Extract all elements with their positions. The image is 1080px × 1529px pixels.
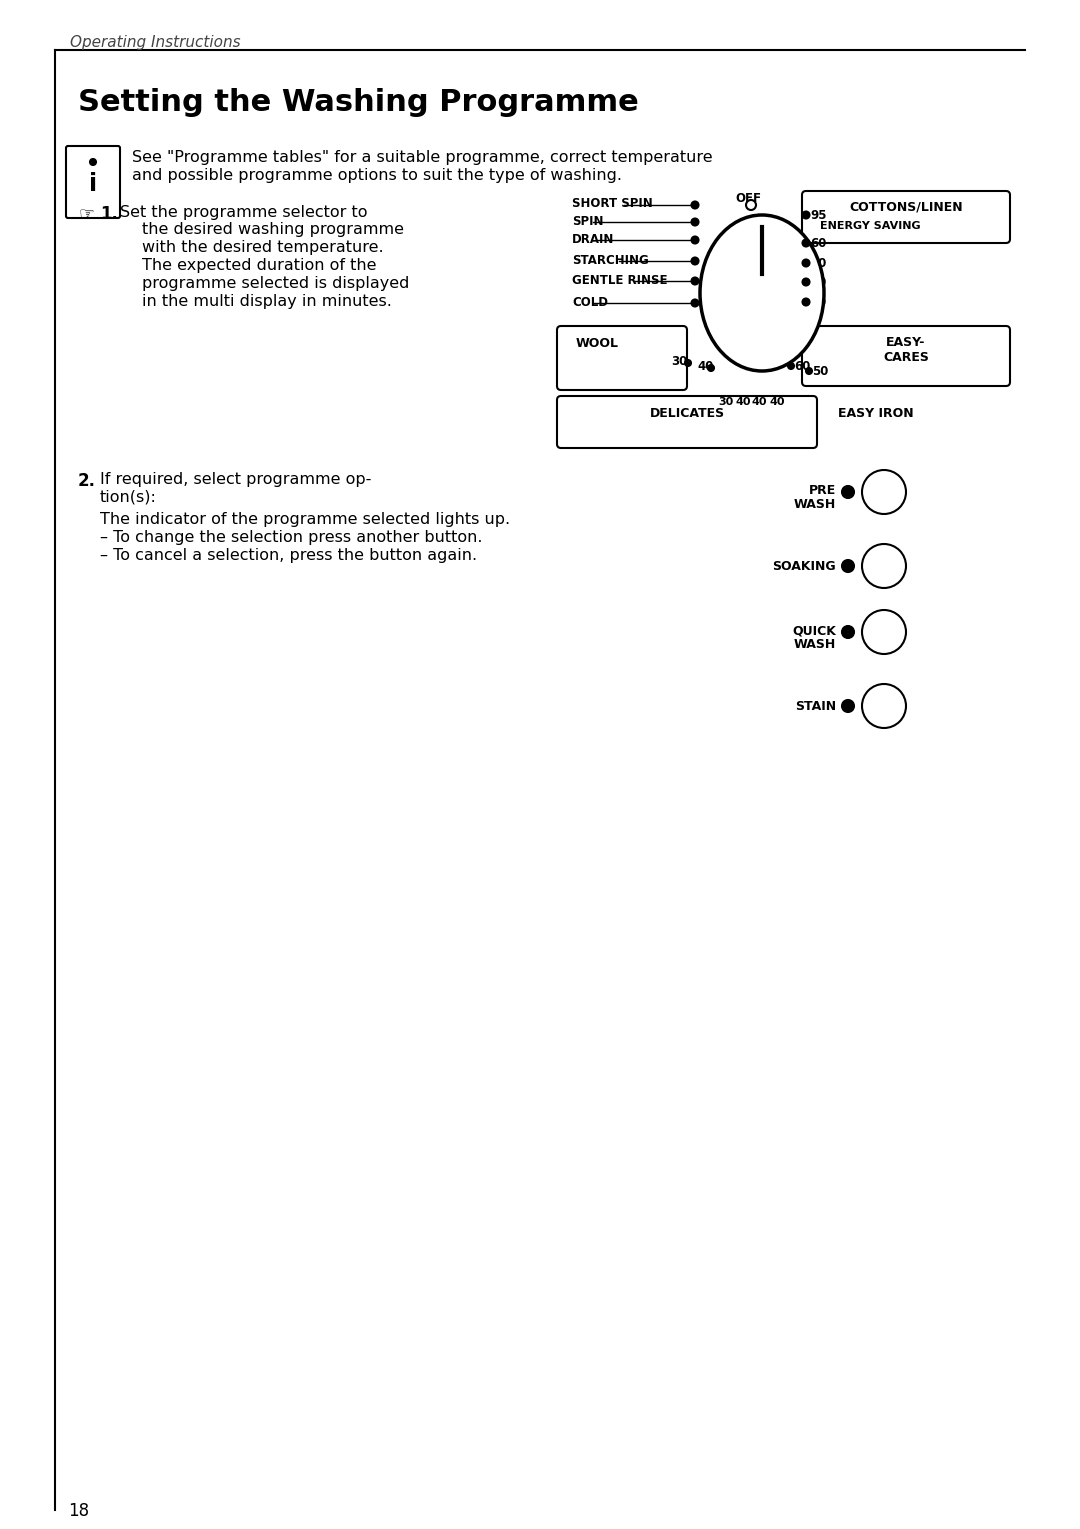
Text: i: i: [89, 171, 97, 196]
Text: WASH: WASH: [794, 498, 836, 511]
Text: GENTLE RINSE: GENTLE RINSE: [572, 274, 667, 287]
Text: – To change the selection press another button.: – To change the selection press another …: [100, 531, 483, 544]
FancyBboxPatch shape: [557, 396, 816, 448]
Text: COLD: COLD: [572, 297, 608, 309]
Text: 40: 40: [735, 398, 751, 407]
Circle shape: [746, 200, 756, 209]
Text: STARCHING: STARCHING: [572, 254, 649, 268]
Text: Setting the Washing Programme: Setting the Washing Programme: [78, 89, 638, 118]
Text: ENERGY SAVING: ENERGY SAVING: [820, 222, 920, 231]
Text: QUICK: QUICK: [792, 624, 836, 638]
Circle shape: [691, 300, 699, 306]
Text: DRAIN: DRAIN: [572, 232, 615, 246]
Text: DELICATES: DELICATES: [649, 407, 725, 420]
Text: 30: 30: [718, 398, 733, 407]
Text: The indicator of the programme selected lights up.: The indicator of the programme selected …: [100, 512, 510, 528]
Ellipse shape: [700, 216, 824, 372]
Text: OFF: OFF: [735, 193, 761, 205]
Text: Set the programme selector to: Set the programme selector to: [120, 205, 367, 220]
Circle shape: [862, 544, 906, 589]
Text: 40: 40: [810, 277, 826, 289]
Circle shape: [862, 683, 906, 728]
Text: 60: 60: [794, 359, 810, 373]
FancyBboxPatch shape: [557, 326, 687, 390]
Circle shape: [691, 237, 699, 243]
Circle shape: [802, 298, 810, 306]
Text: WOOL: WOOL: [576, 336, 619, 350]
Circle shape: [842, 700, 854, 713]
Text: 95: 95: [810, 209, 826, 222]
Text: tion(s):: tion(s):: [100, 489, 157, 505]
Text: SHORT SPIN: SHORT SPIN: [572, 197, 652, 209]
Text: EASY-: EASY-: [887, 336, 926, 349]
Text: 30: 30: [810, 297, 826, 309]
Text: COTTONS/LINEN: COTTONS/LINEN: [849, 200, 962, 213]
Text: 40: 40: [697, 359, 714, 373]
Circle shape: [802, 260, 810, 266]
Text: PRE: PRE: [809, 485, 836, 497]
Circle shape: [788, 362, 794, 368]
Text: SPIN: SPIN: [572, 216, 604, 228]
Text: STAIN: STAIN: [795, 700, 836, 713]
Circle shape: [842, 625, 854, 638]
Text: CARES: CARES: [883, 352, 929, 364]
Text: the desired washing programme: the desired washing programme: [141, 222, 404, 237]
Circle shape: [691, 277, 699, 284]
FancyBboxPatch shape: [802, 191, 1010, 243]
Text: in the multi display in minutes.: in the multi display in minutes.: [141, 294, 392, 309]
Circle shape: [842, 486, 854, 498]
Circle shape: [802, 278, 810, 286]
Circle shape: [90, 159, 96, 165]
Text: 50: 50: [812, 365, 828, 378]
Text: – To cancel a selection, press the button again.: – To cancel a selection, press the butto…: [100, 547, 477, 563]
Text: WASH: WASH: [794, 638, 836, 651]
Text: 60: 60: [810, 237, 826, 251]
Text: The expected duration of the: The expected duration of the: [141, 258, 377, 274]
Circle shape: [691, 202, 699, 208]
Text: If required, select programme op-: If required, select programme op-: [100, 472, 372, 488]
Text: SOAKING: SOAKING: [772, 560, 836, 573]
Text: See "Programme tables" for a suitable programme, correct temperature: See "Programme tables" for a suitable pr…: [132, 150, 713, 165]
Text: Operating Instructions: Operating Instructions: [70, 35, 241, 50]
Text: with the desired temperature.: with the desired temperature.: [141, 240, 383, 255]
Text: 2.: 2.: [78, 472, 96, 489]
Circle shape: [708, 365, 714, 372]
Text: 50: 50: [810, 257, 826, 271]
Circle shape: [842, 560, 854, 572]
Text: 18: 18: [68, 1501, 90, 1520]
Text: 40: 40: [769, 398, 784, 407]
Text: 1.: 1.: [100, 205, 118, 223]
Circle shape: [862, 469, 906, 514]
FancyBboxPatch shape: [66, 145, 120, 219]
Circle shape: [802, 211, 810, 219]
Text: EASY IRON: EASY IRON: [838, 407, 914, 420]
Text: and possible programme options to suit the type of washing.: and possible programme options to suit t…: [132, 168, 622, 183]
Circle shape: [806, 368, 812, 375]
Circle shape: [691, 219, 699, 225]
Circle shape: [862, 610, 906, 654]
Text: ☞: ☞: [78, 205, 94, 223]
FancyBboxPatch shape: [802, 326, 1010, 385]
Circle shape: [685, 359, 691, 365]
Text: 40: 40: [752, 398, 768, 407]
Circle shape: [691, 257, 699, 265]
Text: 30: 30: [671, 355, 687, 368]
Circle shape: [802, 240, 810, 246]
Text: programme selected is displayed: programme selected is displayed: [141, 277, 409, 291]
